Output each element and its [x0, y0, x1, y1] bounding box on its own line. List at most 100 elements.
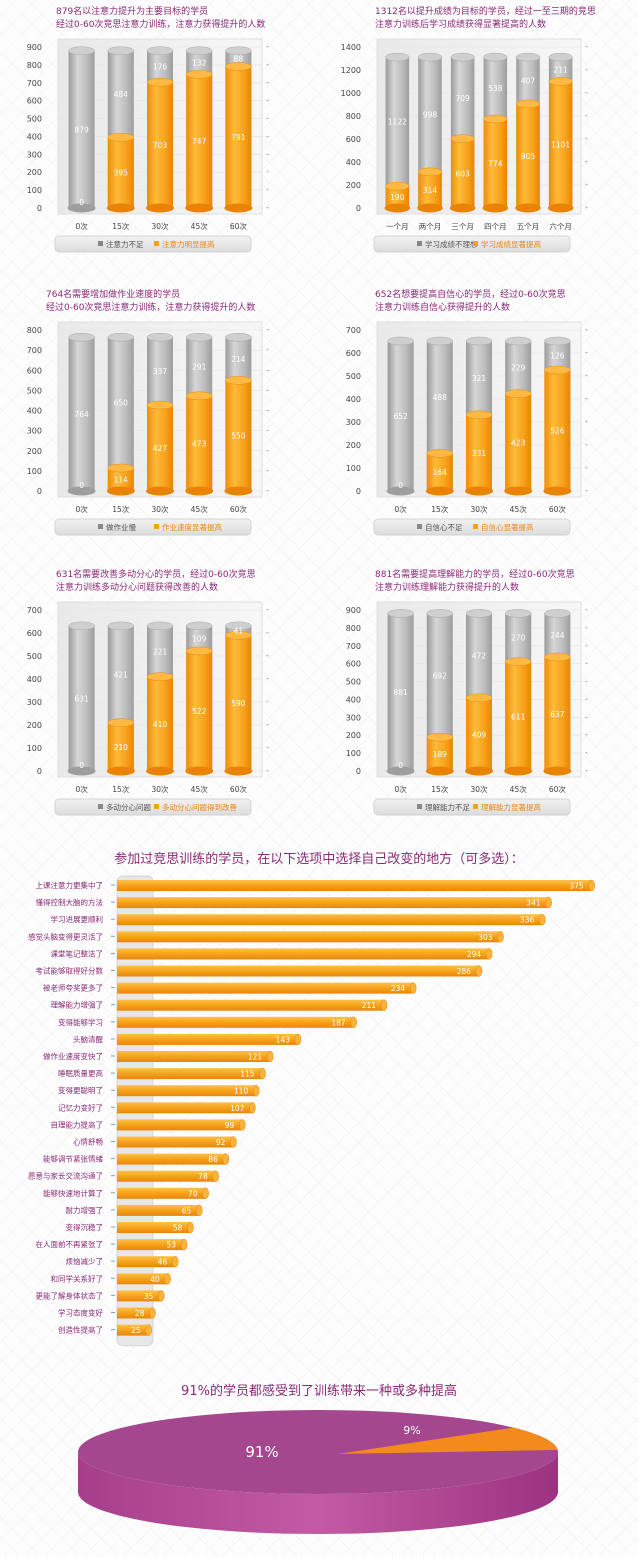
hbar-category-label: 烦恼减少了	[66, 1256, 104, 1266]
right-tick-mark: -	[266, 628, 269, 637]
hbar-category-label: 耐力增强了	[66, 1205, 104, 1215]
bar-cap	[465, 693, 493, 703]
y-tick-label: 0	[37, 204, 42, 213]
y-tick-label: 200	[346, 181, 361, 190]
data-label-gray: 176	[153, 62, 168, 71]
hbar-bar	[117, 1187, 206, 1199]
hbar-value-label: 187	[331, 1018, 346, 1027]
hbar-cap	[485, 948, 493, 960]
right-tick-mark: -	[585, 605, 588, 614]
hbar-value-label: 86	[208, 1155, 218, 1164]
hbar-category-label: 课堂笔记整洁了	[51, 948, 104, 958]
hbar-value-label: 53	[167, 1241, 177, 1250]
y-tick-label: 700	[27, 346, 42, 355]
legend-swatch-orange	[473, 804, 478, 809]
hbar-bar	[117, 1204, 200, 1216]
data-label-gray: 650	[114, 399, 129, 408]
bar-base	[425, 486, 454, 496]
hbar-cap	[380, 999, 388, 1011]
right-tick-mark: -	[266, 325, 269, 334]
x-tick-label: 两个月	[419, 222, 442, 231]
hbar-category-label: 自理能力提高了	[51, 1119, 104, 1129]
hbar-bar	[117, 1033, 299, 1045]
y-tick-label: 600	[346, 660, 361, 669]
x-tick-label: 15次	[112, 784, 130, 794]
y-tick-label: 300	[346, 713, 361, 722]
data-label-orange: 164	[433, 468, 448, 477]
data-label-gray: 692	[433, 671, 448, 680]
pie-chart: 91% 9%	[78, 1410, 558, 1534]
hbar-category-label: 被老师夸奖更多了	[43, 983, 103, 993]
y-tick-label: 400	[346, 158, 361, 167]
right-tick-mark: -	[266, 743, 269, 752]
data-label-orange: 0	[398, 761, 403, 770]
y-tick-label: 100	[346, 464, 361, 473]
bar-cap	[107, 463, 135, 473]
right-tick-mark: -	[585, 730, 588, 739]
data-label-orange: 114	[114, 476, 129, 485]
x-tick-label: 60次	[549, 504, 567, 514]
right-tick-mark: -	[266, 167, 269, 176]
hbar-bar	[117, 897, 549, 909]
hbar-bar	[117, 1016, 354, 1028]
hbar-cap	[145, 1324, 152, 1336]
legend-label: 学习成绩显著提高	[481, 239, 541, 249]
right-tick-mark: -	[266, 78, 269, 87]
bar-segment-orange	[418, 171, 442, 208]
bar-cap	[146, 400, 174, 410]
bar-base	[547, 203, 574, 213]
data-label-gray: 881	[393, 688, 408, 697]
hbar-value-label: 211	[362, 1001, 377, 1010]
bar-cap	[107, 133, 135, 142]
hbar-bar	[117, 1324, 149, 1336]
hbar-cap	[497, 931, 504, 943]
hbar-value-label: 121	[248, 1053, 263, 1062]
legend-label: 理解能力不足	[425, 802, 470, 812]
hbar-value-label: 110	[234, 1087, 249, 1096]
hbar-cap	[180, 1238, 188, 1251]
y-tick-label: 800	[27, 61, 42, 70]
bar-cap	[426, 449, 454, 458]
bar-cap	[483, 52, 508, 62]
hbar-value-label: 46	[158, 1258, 168, 1267]
right-tick-mark: -	[585, 180, 588, 189]
right-tick-mark: -	[585, 440, 588, 449]
x-tick-label: 60次	[230, 784, 248, 794]
right-tick-mark: -	[585, 42, 588, 51]
legend-label: 学习成绩不理想	[425, 239, 478, 249]
chart-title: 881名需要提高理解能力的学员，经过0-60次竞思 注意力训练理解能力获得提升的…	[375, 570, 575, 593]
right-tick-mark: -	[266, 766, 269, 775]
hbar-cap	[294, 1033, 302, 1046]
bar-segment-orange	[483, 118, 508, 208]
right-tick-mark: -	[266, 365, 269, 374]
bar-cap	[504, 389, 532, 398]
hbar-value-label: 234	[391, 984, 406, 993]
right-tick-mark: -	[585, 134, 588, 143]
bar-segment-orange	[466, 697, 492, 771]
hbar-cap	[230, 1136, 237, 1148]
chart-title: 764名需要增加做作业速度的学员 经过0-60次竞思注意力训练，注意力获得提升的…	[46, 290, 256, 313]
data-label-gray: 126	[550, 352, 565, 361]
data-label-orange: 473	[192, 439, 207, 448]
right-tick-mark: -	[266, 42, 269, 51]
legend-box	[373, 235, 571, 253]
y-tick-label: 400	[27, 132, 42, 141]
bar-segment-gray	[387, 341, 414, 491]
data-label-orange: 409	[472, 730, 487, 739]
bar-segment-orange	[107, 468, 134, 491]
bar-base	[146, 486, 174, 496]
bar-cap	[504, 657, 532, 666]
right-tick-mark: -	[266, 203, 269, 212]
right-tick-mark: -	[266, 446, 269, 455]
right-tick-mark: -	[266, 697, 269, 706]
right-tick-mark: -	[266, 60, 269, 69]
legend-swatch-orange	[473, 241, 478, 246]
bar-segment-orange	[450, 138, 475, 208]
data-label-orange: 774	[488, 159, 503, 168]
y-tick-label: 300	[27, 698, 42, 707]
x-tick-label: 五个月	[517, 222, 540, 231]
bar-segment-gray	[387, 613, 414, 771]
bar-cap	[426, 609, 454, 618]
right-tick-mark: -	[266, 674, 269, 683]
legend-swatch-orange	[154, 524, 159, 529]
